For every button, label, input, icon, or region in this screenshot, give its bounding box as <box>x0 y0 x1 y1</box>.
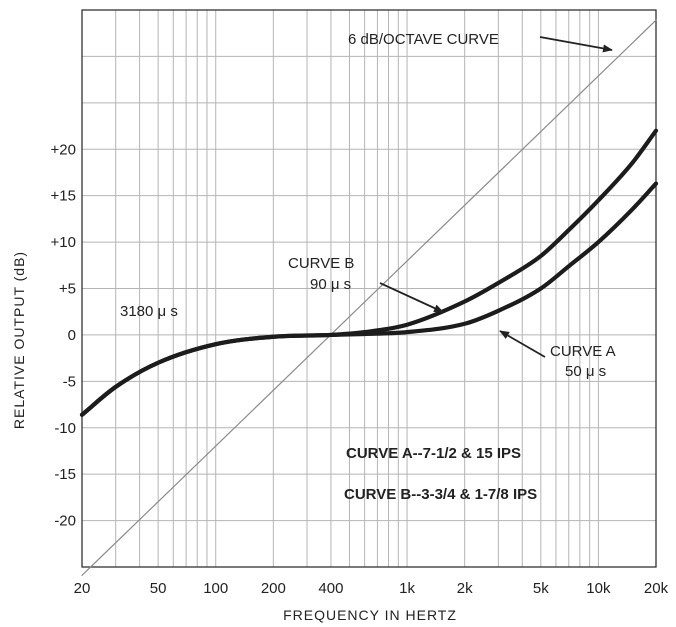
low-time-constant-label: 3180 μ s <box>120 303 178 320</box>
series-lines <box>79 19 659 576</box>
y-tick-label: -5 <box>63 373 76 390</box>
y-axis-label: RELATIVE OUTPUT (dB) <box>11 251 27 429</box>
x-tick-label: 10k <box>586 580 611 597</box>
grid <box>82 10 656 567</box>
note-curve-b: CURVE B--3-3/4 & 1-7/8 IPS <box>344 486 537 503</box>
x-tick-label: 400 <box>318 580 343 597</box>
curve-b-arrow <box>379 282 444 313</box>
curve-b-value: 90 μ s <box>310 276 351 293</box>
y-tick-label: +10 <box>51 234 76 251</box>
x-tick-labels: 20 50 100 200 400 1k 2k 5k 10k 20k <box>74 580 669 597</box>
x-tick-label: 2k <box>457 580 473 597</box>
curve-b-title: CURVE B <box>288 255 354 272</box>
x-tick-label: 20 <box>74 580 91 597</box>
x-tick-label: 50 <box>150 580 167 597</box>
x-tick-label: 200 <box>261 580 286 597</box>
series-line-curve-b <box>79 128 659 417</box>
y-tick-label: 0 <box>68 327 76 344</box>
curve-a-arrow <box>499 330 546 358</box>
curve-a-value: 50 μ s <box>565 363 606 380</box>
y-tick-label: +5 <box>59 281 76 298</box>
y-tick-label: -20 <box>54 513 76 530</box>
curve-a-title: CURVE A <box>550 343 616 360</box>
x-tick-label: 5k <box>533 580 549 597</box>
y-tick-label: +15 <box>51 188 76 205</box>
x-axis-label: FREQUENCY IN HERTZ <box>283 607 457 623</box>
y-tick-label: -15 <box>54 466 76 483</box>
y-tick-label: -10 <box>54 420 76 437</box>
note-curve-a: CURVE A--7-1/2 & 15 IPS <box>346 445 521 462</box>
x-tick-label: 1k <box>399 580 415 597</box>
x-tick-label: 100 <box>203 580 228 597</box>
series-line-curve-a <box>79 181 659 417</box>
x-tick-label: 20k <box>644 580 669 597</box>
y-tick-label: +20 <box>51 141 76 158</box>
series-line-6db-octave <box>81 19 657 576</box>
y-tick-labels: +20 +15 +10 +5 0 -5 -10 -15 -20 <box>51 141 76 529</box>
six-db-arrow <box>539 36 613 53</box>
six-db-label: 6 dB/OCTAVE CURVE <box>348 31 499 48</box>
plot-frame <box>81 9 657 568</box>
